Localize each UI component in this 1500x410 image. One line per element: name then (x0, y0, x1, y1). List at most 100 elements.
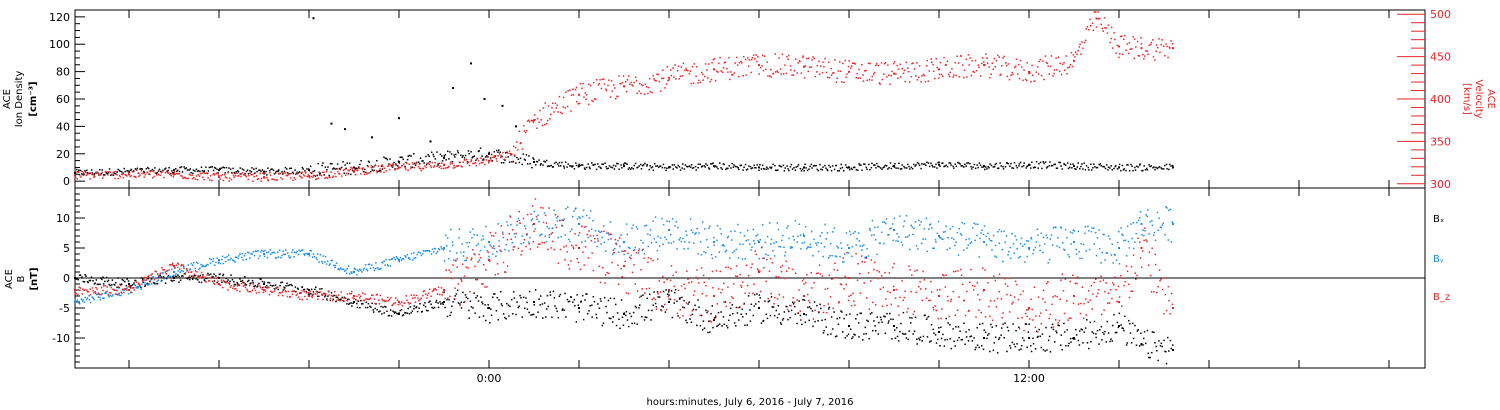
data-dot (996, 352, 999, 354)
data-point (443, 289, 445, 291)
data-dot (498, 245, 500, 247)
data-dot (499, 156, 502, 159)
data-dot (884, 271, 886, 274)
data-dot (512, 160, 515, 163)
data-dot (210, 276, 213, 278)
data-dot (199, 267, 201, 269)
top-left-tick-label: 60 (56, 93, 70, 106)
data-dot (89, 293, 92, 296)
data-dot (222, 166, 225, 168)
data-dot (665, 238, 668, 241)
data-dot (627, 292, 630, 295)
data-dot (966, 162, 968, 164)
data-dot (453, 259, 455, 261)
data-dot (473, 162, 475, 165)
data-dot (292, 290, 295, 293)
data-dot (350, 290, 353, 293)
data-dot (649, 229, 652, 231)
data-dot (452, 167, 455, 169)
data-dot (620, 299, 623, 301)
data-dot (293, 290, 296, 293)
data-dot (661, 275, 664, 278)
data-dot (827, 303, 829, 305)
data-dot (976, 164, 978, 166)
data-dot (244, 174, 247, 177)
data-dot (885, 222, 887, 225)
data-dot (1162, 222, 1164, 225)
data-dot (584, 240, 587, 242)
data-dot (850, 67, 852, 69)
data-dot (832, 231, 834, 233)
data-dot (757, 56, 759, 58)
data-dot (451, 160, 454, 163)
data-dot (398, 162, 401, 165)
data-dot (151, 273, 153, 275)
data-dot (834, 335, 837, 338)
data-dot (482, 235, 484, 237)
data-dot (367, 172, 369, 174)
data-dot (757, 269, 760, 271)
data-dot (362, 171, 365, 173)
data-dot (81, 170, 83, 173)
data-dot (853, 333, 855, 336)
data-dot (1157, 166, 1160, 169)
data-dot (899, 168, 902, 170)
data-dot (423, 290, 426, 292)
data-dot (668, 79, 670, 81)
data-dot (150, 278, 153, 280)
data-dot (431, 290, 434, 293)
data-dot (990, 240, 993, 242)
data-dot (462, 255, 465, 257)
data-dot (542, 221, 545, 224)
data-dot (870, 259, 872, 261)
data-dot (1045, 234, 1048, 237)
data-dot (1012, 243, 1015, 245)
data-dot (341, 299, 343, 302)
data-dot (111, 279, 114, 281)
data-dot (995, 256, 998, 258)
data-dot (732, 74, 734, 76)
data-dot (883, 62, 886, 65)
data-dot (1074, 56, 1076, 58)
data-dot (931, 164, 933, 167)
data-dot (528, 155, 530, 157)
data-dot (1068, 166, 1071, 169)
data-dot (525, 297, 527, 299)
data-dot (638, 304, 641, 306)
data-dot (798, 300, 800, 302)
top-plot-area (74, 11, 1174, 182)
data-dot (91, 172, 94, 174)
data-point (1172, 307, 1174, 309)
data-dot (227, 279, 229, 281)
data-dot (642, 248, 644, 250)
data-dot (234, 288, 236, 290)
data-dot (807, 293, 809, 296)
data-dot (345, 272, 348, 274)
data-dot (713, 244, 715, 246)
data-dot (208, 274, 210, 276)
data-dot (1084, 169, 1087, 171)
data-dot (516, 156, 518, 159)
data-dot (356, 295, 358, 298)
data-dot (607, 232, 610, 234)
data-dot (652, 304, 654, 306)
data-dot (977, 64, 980, 66)
data-dot (903, 165, 905, 168)
data-dot (585, 94, 588, 96)
data-dot (965, 165, 967, 167)
data-dot (1164, 54, 1166, 57)
data-dot (367, 160, 370, 163)
data-dot (662, 290, 665, 293)
data-dot (682, 306, 684, 308)
data-dot (316, 258, 318, 261)
data-dot (642, 294, 644, 296)
data-dot (444, 167, 447, 169)
data-dot (233, 285, 235, 287)
data-dot (892, 165, 894, 167)
data-dot (612, 316, 614, 318)
data-dot (291, 290, 293, 292)
data-dot (1027, 164, 1030, 167)
data-dot (356, 169, 358, 171)
data-dot (1014, 345, 1017, 348)
data-dot (477, 150, 480, 153)
